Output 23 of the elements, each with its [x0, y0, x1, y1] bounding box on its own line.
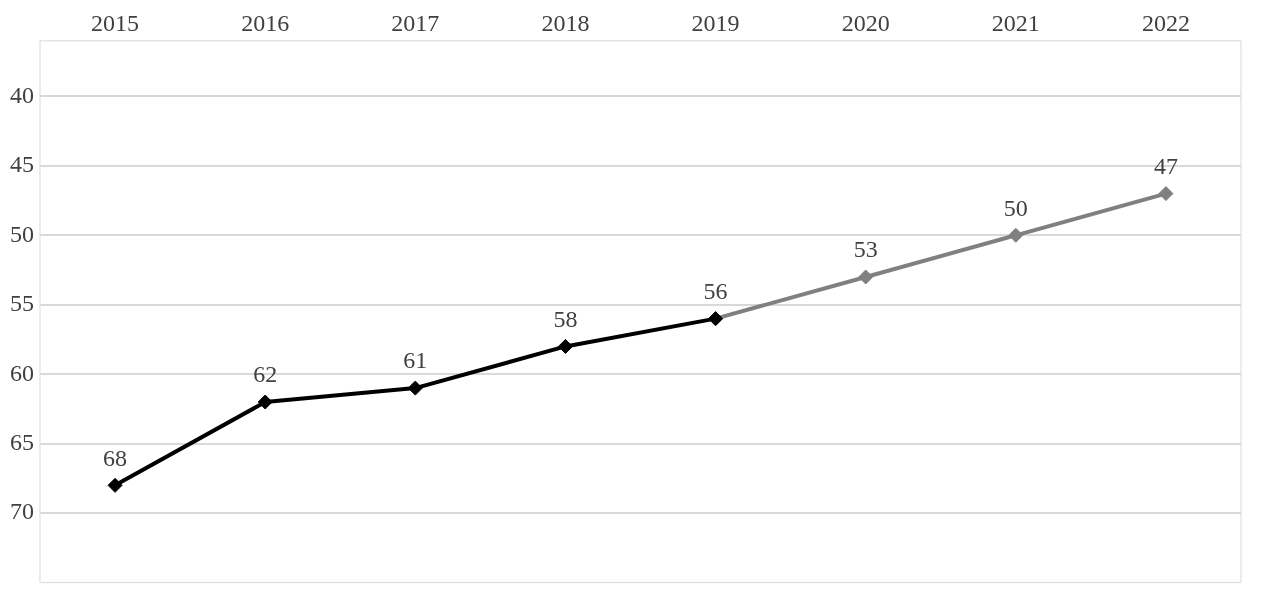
y-tick-label: 65: [10, 428, 34, 455]
y-tick-label: 60: [10, 359, 34, 386]
y-tick-label: 55: [10, 290, 34, 317]
x-tick-label: 2015: [91, 9, 140, 36]
x-tick-label: 2021: [991, 9, 1040, 36]
data-label: 47: [1153, 152, 1178, 179]
x-tick-label: 2019: [691, 9, 740, 36]
data-label: 68: [103, 444, 128, 471]
x-tick-label: 2022: [1141, 9, 1190, 36]
data-label: 62: [253, 361, 278, 388]
y-tick-label: 70: [10, 498, 34, 525]
x-tick-label: 2017: [391, 9, 440, 36]
data-label: 50: [1003, 194, 1028, 221]
y-tick-label: 40: [10, 81, 34, 108]
data-label: 61: [403, 347, 428, 374]
data-label: 53: [853, 236, 878, 263]
x-tick-label: 2020: [841, 9, 890, 36]
data-label: 58: [553, 305, 578, 332]
y-tick-label: 50: [10, 220, 34, 247]
data-label: 56: [703, 277, 728, 304]
x-tick-label: 2018: [541, 9, 590, 36]
y-tick-label: 45: [10, 151, 34, 178]
x-tick-label: 2016: [241, 9, 290, 36]
